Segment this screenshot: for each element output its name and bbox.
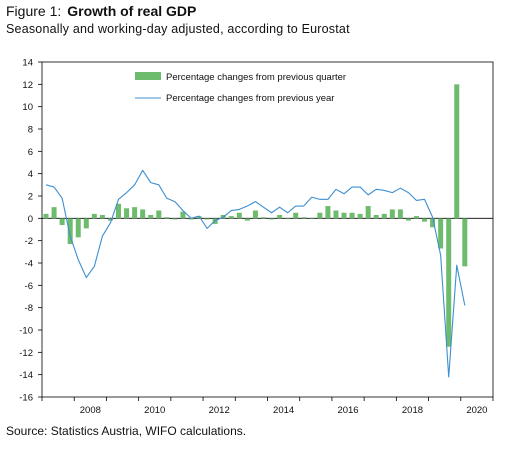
bar-quarterly-change xyxy=(164,217,170,219)
bar-quarterly-change xyxy=(188,218,194,220)
y-tick-label: 4 xyxy=(28,169,33,180)
bar-quarterly-change xyxy=(99,214,105,219)
y-tick-label: -6 xyxy=(25,281,33,292)
bar-quarterly-change xyxy=(43,213,49,219)
y-tick-label: 6 xyxy=(28,147,33,158)
bar-quarterly-change xyxy=(405,218,411,221)
yearly-line xyxy=(45,169,466,378)
bar-quarterly-change xyxy=(309,218,315,219)
y-tick-label: -12 xyxy=(19,348,33,359)
figure-label: Figure 1: xyxy=(6,3,62,19)
bar-quarterly-change xyxy=(228,216,234,219)
bar-quarterly-change xyxy=(148,214,154,219)
legend-label-bars: Percentage changes from previous quarter xyxy=(166,72,346,83)
y-tick-label: 14 xyxy=(22,58,33,69)
quarterly-bars xyxy=(43,84,468,347)
bar-quarterly-change xyxy=(333,210,339,219)
bar-quarterly-change xyxy=(132,207,138,219)
legend-label-line: Percentage changes from previous year xyxy=(166,93,334,104)
y-tick-label: -16 xyxy=(19,393,33,404)
bar-quarterly-change xyxy=(301,217,307,219)
chart-subtitle: Seasonally and working-day adjusted, acc… xyxy=(6,22,350,36)
y-tick-label: 12 xyxy=(22,80,33,91)
bar-quarterly-change xyxy=(91,213,97,219)
y-tick-label: -14 xyxy=(19,370,33,381)
line-yearly-change xyxy=(45,169,466,378)
bar-quarterly-change xyxy=(252,210,258,219)
y-axis: 14 12 10 8 6 4 2 0 -2 -4 -6 -8 -10 -12 -14 -16 xyxy=(19,58,493,404)
bar-quarterly-change xyxy=(285,218,291,219)
x-axis: 2008 2010 2012 2014 2016 2018 2020 xyxy=(41,397,494,416)
bar-quarterly-change xyxy=(124,208,130,219)
x-tick-label: 2020 xyxy=(466,405,487,416)
bar-quarterly-change xyxy=(107,218,113,221)
bar-quarterly-change xyxy=(116,203,122,219)
chart-title: Growth of real GDP xyxy=(67,3,197,19)
bar-quarterly-change xyxy=(438,218,444,249)
bar-quarterly-change xyxy=(236,212,242,219)
bar-quarterly-change xyxy=(59,218,65,226)
y-tick-label: -2 xyxy=(25,236,33,247)
bar-quarterly-change xyxy=(349,212,355,219)
bar-quarterly-change xyxy=(269,218,275,220)
y-tick-label: 0 xyxy=(28,214,33,225)
y-tick-label: 2 xyxy=(28,192,33,203)
bar-quarterly-change xyxy=(83,218,89,229)
bar-quarterly-change xyxy=(462,218,468,267)
bar-quarterly-change xyxy=(317,212,323,219)
bar-quarterly-change xyxy=(196,216,202,219)
bar-quarterly-change xyxy=(413,216,419,219)
bar-quarterly-change xyxy=(381,213,387,219)
bar-quarterly-change xyxy=(293,212,299,219)
x-tick-label: 2018 xyxy=(402,405,423,416)
bar-quarterly-change xyxy=(140,209,146,219)
bar-quarterly-change xyxy=(341,212,347,219)
legend-swatch-bars xyxy=(135,72,161,80)
y-tick-label: 8 xyxy=(28,125,33,136)
bar-quarterly-change xyxy=(156,210,162,219)
bar-quarterly-change xyxy=(397,209,403,219)
bar-quarterly-change xyxy=(180,211,186,219)
x-tick-label: 2014 xyxy=(273,405,294,416)
bar-quarterly-change xyxy=(357,213,363,219)
bar-quarterly-change xyxy=(244,218,250,221)
bar-quarterly-change xyxy=(422,218,428,222)
bar-quarterly-change xyxy=(446,218,452,347)
source-note: Source: Statistics Austria, WIFO calcula… xyxy=(6,424,247,438)
bar-quarterly-change xyxy=(67,218,73,245)
bar-quarterly-change xyxy=(389,209,395,219)
bar-quarterly-change xyxy=(204,218,210,220)
x-tick-label: 2010 xyxy=(144,405,165,416)
bar-quarterly-change xyxy=(260,217,266,219)
y-tick-label: -10 xyxy=(19,326,33,337)
bar-quarterly-change xyxy=(277,214,283,219)
figure-heading: Figure 1: Growth of real GDP xyxy=(6,3,196,20)
bar-quarterly-change xyxy=(430,218,436,228)
bar-quarterly-change xyxy=(75,218,81,238)
x-tick-label: 2008 xyxy=(80,405,101,416)
legend: Percentage changes from previous quarter… xyxy=(135,72,346,104)
y-tick-label: -8 xyxy=(25,303,33,314)
bar-quarterly-change xyxy=(325,206,331,219)
bar-quarterly-change xyxy=(454,84,460,219)
y-tick-label: 10 xyxy=(22,102,33,113)
x-tick-label: 2016 xyxy=(337,405,358,416)
plot-frame xyxy=(41,61,494,398)
bar-quarterly-change xyxy=(365,206,371,219)
y-tick-label: -4 xyxy=(25,259,33,270)
bar-quarterly-change xyxy=(373,214,379,219)
bar-quarterly-change xyxy=(172,218,178,220)
x-tick-label: 2012 xyxy=(209,405,230,416)
bar-quarterly-change xyxy=(51,207,57,219)
